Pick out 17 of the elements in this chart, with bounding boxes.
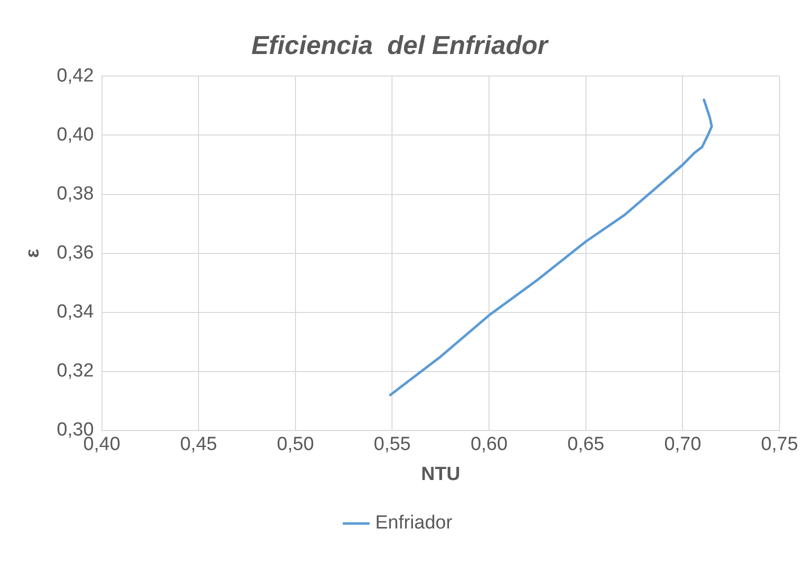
- y-tick-label: 0,34: [56, 302, 94, 323]
- y-tick-label: 0,42: [56, 65, 94, 86]
- x-tick-label: 0,60: [470, 434, 508, 456]
- x-tick-label: 0,50: [276, 434, 314, 456]
- x-tick-label: 0,65: [567, 434, 604, 456]
- x-tick-label: 0,70: [664, 434, 702, 456]
- y-tick-label: 0,38: [56, 184, 94, 204]
- y-axis-title: ε: [22, 248, 44, 258]
- chart-title: Eficiencia del Enfriador: [251, 30, 550, 60]
- y-tick-label: 0,36: [56, 242, 94, 264]
- x-axis-title: NTU: [421, 464, 460, 485]
- legend-label: Enfriador: [375, 512, 453, 534]
- y-tick-label: 0,40: [56, 124, 94, 146]
- x-tick-label: 0,55: [374, 434, 411, 456]
- y-tick-label: 0,32: [56, 360, 94, 382]
- x-tick-label: 0,45: [180, 434, 218, 456]
- x-tick-label: 0,75: [761, 434, 798, 456]
